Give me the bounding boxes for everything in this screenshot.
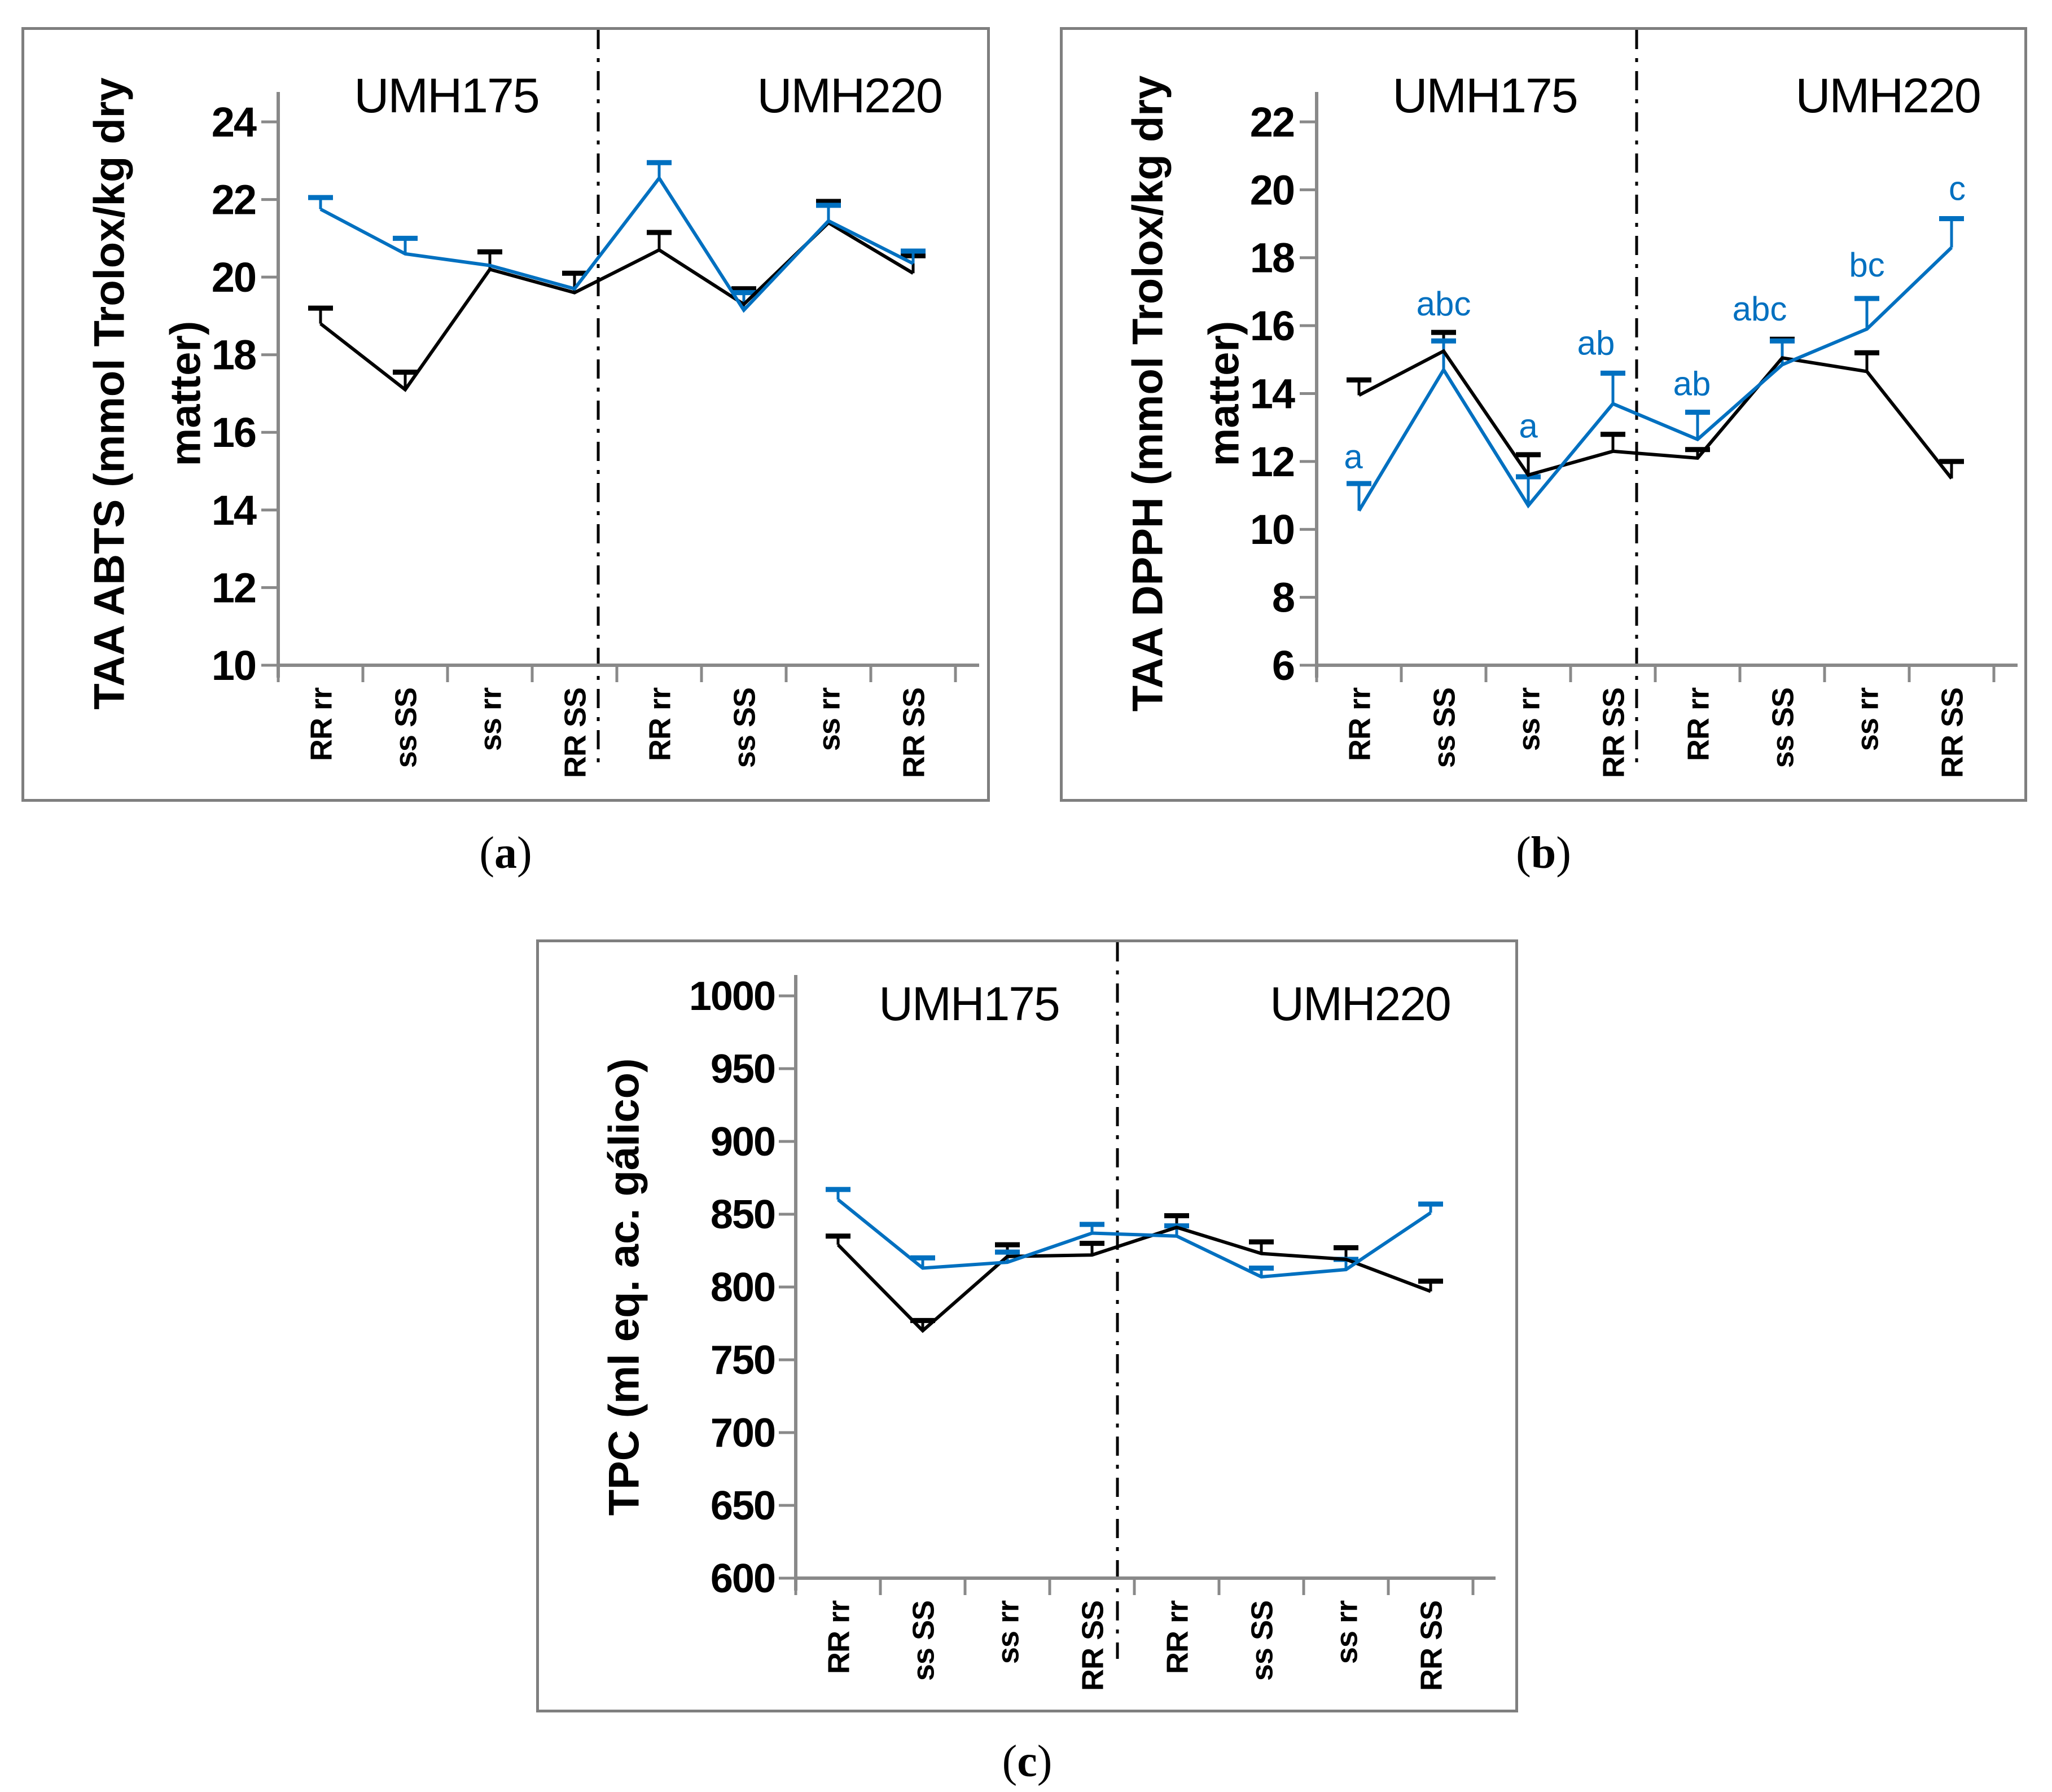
caption-a-open: ( <box>479 828 494 878</box>
y-tick-label: 18 <box>1250 235 1294 282</box>
y-tick-label: 14 <box>1250 370 1295 417</box>
chart-svg-b: 6 8 10 12 14 16 18 20 22 RR rr ss SS ss rr RR SS RR r… <box>1124 30 2018 778</box>
x-category-label: RR SS <box>1597 688 1630 778</box>
y-tick-label: 700 <box>711 1411 775 1456</box>
x-category-label: RR rr <box>1681 687 1715 761</box>
x-category-label: RR rr <box>304 687 338 761</box>
group-header: UMH220 <box>1270 977 1450 1030</box>
x-category-label: RR SS <box>558 688 592 778</box>
caption-b-close: ) <box>1556 828 1571 878</box>
caption-c-open: ( <box>1002 1737 1018 1786</box>
y-tick-label: 950 <box>711 1047 775 1092</box>
x-category-label: ss rr <box>991 1600 1025 1664</box>
sig-label: abc <box>1733 290 1787 328</box>
group-header: UMH175 <box>354 69 538 123</box>
y-tick-label: 850 <box>711 1192 775 1237</box>
x-category-label: ss SS <box>1427 688 1461 768</box>
y-tick-label: 600 <box>711 1556 775 1601</box>
x-category-label: RR rr <box>1160 1600 1194 1674</box>
caption-a-close: ) <box>517 828 532 878</box>
x-category-label: ss SS <box>389 688 423 768</box>
sig-label: abc <box>1417 285 1471 323</box>
caption-b-letter: b <box>1531 828 1556 878</box>
chart-svg-c: 600 650 700 750 800 850 900 950 1000 RR rr ss SS ss… <box>600 942 1496 1691</box>
y-axis-title: TAA DPPH (mmol Trolox/kg dry <box>1124 76 1172 711</box>
series-line-blue-line <box>837 1198 1432 1279</box>
y-axis-title: matter) <box>1200 321 1248 467</box>
caption-a-letter: a <box>494 828 517 878</box>
y-tick-label: 20 <box>1250 166 1294 213</box>
x-category-label: ss rr <box>1330 1600 1363 1664</box>
group-header: UMH220 <box>1795 69 1980 123</box>
y-tick-label: 14 <box>212 487 257 534</box>
chart-panel-c: 600 650 700 750 800 850 900 950 1000 RR rr ss SS ss… <box>536 939 1518 1712</box>
y-tick-label: 18 <box>212 332 256 379</box>
x-category-label: RR SS <box>1414 1601 1448 1691</box>
y-tick-label: 16 <box>1250 302 1294 349</box>
series-line-blue-line <box>319 175 914 313</box>
y-tick-label: 12 <box>1250 438 1294 485</box>
y-tick-label: 10 <box>212 642 256 689</box>
x-category-label: RR SS <box>1076 1601 1110 1691</box>
x-category-label: RR SS <box>1935 688 1969 778</box>
x-category-label: ss SS <box>727 688 761 768</box>
series-line-blue-line <box>1357 246 1953 512</box>
caption-a: (a) <box>21 828 990 878</box>
y-tick-label: 1000 <box>689 974 775 1019</box>
y-axis-title: TAA ABTS (mmol Trolox/kg dry <box>86 77 134 709</box>
sig-label: a <box>1519 407 1538 445</box>
x-category-label: ss rr <box>1851 687 1884 751</box>
sig-label: ab <box>1673 365 1711 403</box>
series-line-black-line <box>319 221 914 392</box>
series-line-black-line <box>1358 349 1953 480</box>
group-header: UMH175 <box>879 977 1059 1030</box>
sig-label: bc <box>1849 246 1884 284</box>
y-tick-label: 22 <box>1250 99 1294 146</box>
y-tick-label: 800 <box>711 1265 775 1310</box>
caption-b-open: ( <box>1516 828 1531 878</box>
x-category-label: ss rr <box>473 687 507 751</box>
chart-panel-a: 10 12 14 16 18 20 22 24 RR rr ss SS ss rr RR SS RR r… <box>21 27 990 802</box>
chart-panel-b: 6 8 10 12 14 16 18 20 22 RR rr ss SS ss rr RR SS RR r… <box>1060 27 2027 802</box>
sig-label: a <box>1344 438 1363 476</box>
sig-label: ab <box>1577 324 1615 362</box>
caption-c-letter: c <box>1017 1737 1037 1786</box>
y-tick-label: 650 <box>711 1483 775 1529</box>
y-tick-label: 22 <box>212 176 256 223</box>
y-axis-title: TPC (ml eq. ac. gálico) <box>600 1058 648 1516</box>
group-header: UMH220 <box>757 69 941 123</box>
y-tick-label: 750 <box>711 1338 775 1383</box>
y-tick-label: 24 <box>212 99 257 146</box>
caption-b: (b) <box>1060 828 2027 878</box>
chart-svg-a: 10 12 14 16 18 20 22 24 RR rr ss SS ss rr RR SS RR r… <box>86 30 979 778</box>
y-tick-label: 6 <box>1272 642 1294 689</box>
sig-label: c <box>1949 169 1966 207</box>
y-axis-title: matter) <box>162 321 210 467</box>
x-category-label: ss rr <box>812 687 846 751</box>
x-category-label: RR rr <box>1343 687 1376 761</box>
x-category-label: RR rr <box>822 1600 856 1674</box>
group-header: UMH175 <box>1392 69 1577 123</box>
y-tick-label: 900 <box>711 1119 775 1165</box>
x-category-label: ss SS <box>1245 1601 1279 1681</box>
y-tick-label: 10 <box>1250 506 1294 553</box>
y-tick-label: 8 <box>1272 574 1294 621</box>
series-line-black-line <box>836 1226 1432 1333</box>
x-category-label: RR rr <box>643 687 677 761</box>
y-tick-label: 20 <box>212 254 256 301</box>
caption-c: (c) <box>536 1737 1518 1786</box>
x-category-label: ss rr <box>1512 687 1546 751</box>
x-category-label: ss SS <box>1766 688 1800 768</box>
y-tick-label: 12 <box>212 564 256 611</box>
y-tick-label: 16 <box>212 409 256 456</box>
x-category-label: ss SS <box>906 1601 940 1681</box>
x-category-label: RR SS <box>897 688 931 778</box>
caption-c-close: ) <box>1037 1737 1053 1786</box>
